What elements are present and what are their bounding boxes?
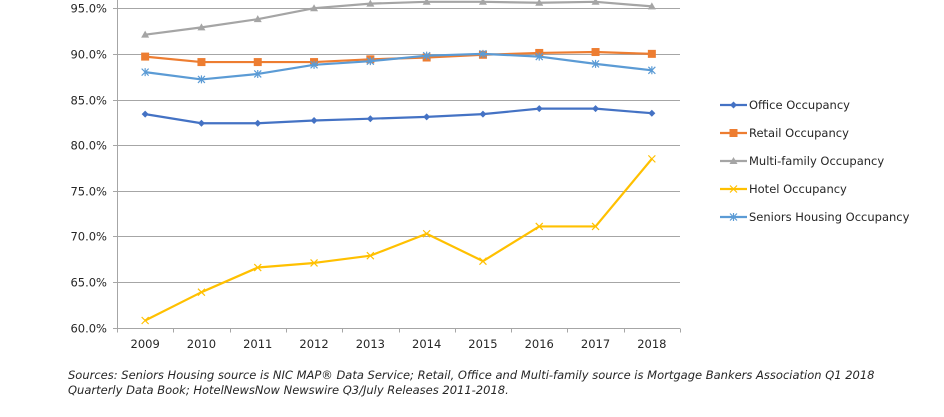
data-point [366, 0, 375, 7]
y-tick-label: 60.0% [70, 322, 107, 336]
data-point [422, 51, 431, 60]
y-tick-label: 90.0% [70, 48, 107, 62]
data-point [591, 59, 600, 68]
legend-label: Office Occupancy [749, 98, 850, 112]
data-point [254, 119, 262, 127]
data-point [366, 115, 374, 123]
legend-label: Multi-family Occupancy [749, 154, 884, 168]
data-point [141, 68, 150, 77]
data-point [197, 58, 206, 67]
x-tick-label: 2012 [299, 337, 328, 351]
data-point [197, 288, 206, 297]
x-tick-label: 2009 [131, 337, 160, 351]
x-axis: 2009 2010 2011 2012 2013 2014 2015 2016 2017 2018 [117, 328, 681, 351]
legend-marker [729, 129, 738, 137]
legend-item: Hotel Occupancy [720, 182, 847, 196]
data-point [197, 23, 206, 31]
legend: Office Occupancy Retail Occupancy Multi-fa… [720, 98, 910, 224]
gridlines [117, 8, 680, 283]
data-point [310, 60, 318, 69]
x-tick-label: 2017 [581, 337, 610, 351]
data-point [310, 4, 319, 12]
x-tick-label: 2011 [243, 337, 272, 351]
legend-marker [729, 213, 738, 221]
data-point [310, 117, 318, 125]
data-point [647, 66, 656, 75]
legend-label: Retail Occupancy [749, 126, 849, 140]
data-point [479, 49, 487, 58]
data-point [647, 49, 656, 58]
legend-item: Seniors Housing Occupancy [720, 210, 910, 224]
data-point [591, 0, 600, 5]
data-point [253, 69, 262, 78]
legend-item: Office Occupancy [720, 98, 850, 112]
data-point [422, 0, 431, 5]
x-tick-label: 2013 [356, 337, 385, 351]
series-seniors-housing-occupancy [141, 49, 656, 84]
data-point [592, 105, 600, 113]
data-point [647, 154, 656, 163]
data-point [591, 222, 600, 231]
data-point [479, 110, 487, 118]
series-retail-occupancy [141, 48, 656, 67]
legend-item: Retail Occupancy [720, 126, 849, 140]
data-point [141, 52, 150, 61]
data-point [423, 113, 431, 121]
data-point [422, 229, 431, 238]
series-line [145, 0, 652, 36]
legend-item: Multi-family Occupancy [720, 154, 884, 168]
y-tick-label: 70.0% [70, 230, 107, 244]
y-tick-label: 75.0% [70, 185, 107, 199]
data-point [253, 15, 262, 23]
data-point [648, 109, 656, 117]
data-point [253, 263, 262, 272]
legend-marker [730, 101, 737, 109]
data-point [535, 0, 544, 6]
data-point [535, 222, 544, 231]
x-tick-label: 2018 [637, 337, 666, 351]
legend-label: Hotel Occupancy [749, 182, 847, 196]
series-line [144, 107, 652, 125]
data-point [647, 2, 656, 10]
y-tick-label: 95.0% [70, 2, 107, 16]
data-point [253, 58, 262, 67]
source-footnote: Sources: Seniors Housing source is NIC M… [68, 368, 875, 397]
x-tick-label: 2015 [468, 337, 497, 351]
legend-label: Seniors Housing Occupancy [749, 210, 910, 224]
x-tick-label: 2014 [412, 337, 441, 351]
y-tick-label: 80.0% [70, 139, 107, 153]
y-axis: 60.0% 65.0% 70.0% 75.0% 80.0% 85.0% 90.0% 95.0% [70, 0, 118, 336]
series-line [144, 158, 653, 322]
data-point [535, 52, 544, 61]
series-multi-family-occupancy [141, 0, 656, 38]
series-office-occupancy [141, 105, 656, 127]
data-point [141, 316, 150, 325]
data-point [197, 119, 205, 127]
x-tick-label: 2016 [525, 337, 554, 351]
legend-marker [729, 157, 738, 164]
series-group [141, 0, 656, 325]
data-point [141, 110, 149, 118]
y-tick-label: 65.0% [70, 276, 107, 290]
data-point [479, 257, 487, 266]
data-point [366, 251, 375, 260]
series-line [145, 52, 652, 81]
y-tick-label: 85.0% [70, 94, 107, 108]
data-point [535, 105, 543, 113]
data-point [197, 75, 206, 84]
data-point [366, 57, 375, 66]
legend-marker [729, 185, 738, 193]
data-point [478, 0, 487, 5]
data-point [591, 48, 600, 57]
x-tick-label: 2010 [187, 337, 216, 351]
data-point [310, 259, 318, 267]
series-hotel-occupancy [141, 154, 656, 325]
data-point [141, 30, 150, 38]
